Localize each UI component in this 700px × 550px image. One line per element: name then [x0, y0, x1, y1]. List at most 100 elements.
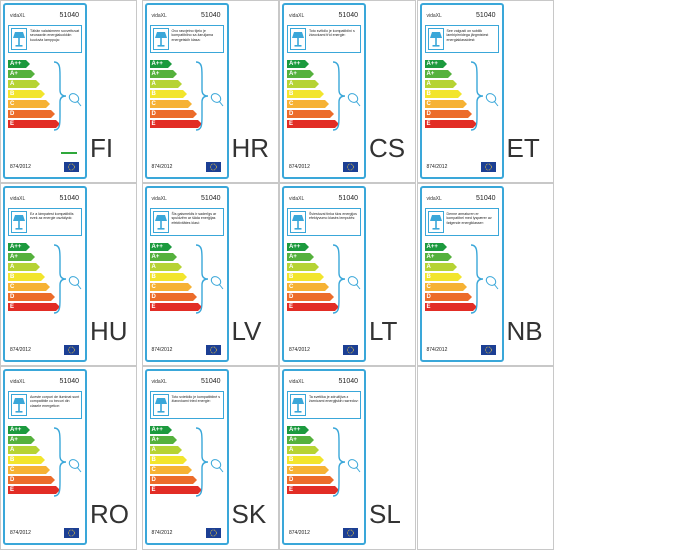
- energy-label: vidaXL 51040 Toto svietidlo je kompatibi…: [144, 369, 229, 545]
- brand-name: vidaXL: [10, 379, 26, 385]
- energy-class-bar: D: [8, 293, 55, 301]
- eu-flag-icon: [205, 162, 221, 172]
- label-cell-ro: vidaXL 51040 Aceste corpuri de iluminat …: [0, 366, 137, 550]
- energy-class-bar: A++: [8, 60, 30, 68]
- regulation-code: 874/2012: [10, 530, 31, 536]
- energy-class-bar: A: [424, 263, 457, 271]
- brand-name: vidaXL: [151, 13, 167, 19]
- energy-class-bar: E: [424, 303, 477, 311]
- model-number: 51040: [201, 378, 221, 385]
- energy-class-bar: A++: [424, 60, 447, 68]
- regulation-code: 874/2012: [10, 347, 31, 353]
- energy-class-bar: A+: [149, 70, 177, 78]
- bracket-bulb-icon: [469, 243, 501, 320]
- energy-class-bar: A: [8, 446, 40, 454]
- compatibility-text: Toto svítidlo je kompatibilní s žárovkam…: [309, 29, 355, 38]
- compatibility-text: Ez a lámpatest kompatibilis ezek az ener…: [30, 212, 74, 221]
- eu-flag-icon: [64, 528, 79, 538]
- lamp-icon: [152, 211, 169, 233]
- lamp-icon: [11, 394, 27, 416]
- energy-class-bar: A+: [287, 436, 314, 444]
- eu-flag-icon: [343, 528, 358, 538]
- energy-class-bar: A: [287, 446, 319, 454]
- energy-class-bar: A: [424, 80, 457, 88]
- bracket-bulb-icon: [331, 60, 363, 137]
- brand-name: vidaXL: [151, 196, 167, 202]
- regulation-code: 874/2012: [151, 530, 173, 536]
- energy-class-bar: E: [149, 303, 202, 311]
- energy-class-bar: B: [149, 273, 187, 281]
- model-number: 51040: [338, 378, 358, 385]
- lamp-icon: [11, 211, 27, 233]
- energy-label: vidaXL 51040 Aceste corpuri de iluminat …: [3, 369, 87, 545]
- eu-flag-icon: [343, 162, 358, 172]
- compatibility-text: See valgusti on sobilik lambipirnidega j…: [446, 29, 489, 42]
- energy-class-bar: D: [149, 293, 197, 301]
- energy-class-bar: B: [287, 90, 324, 98]
- energy-class-bar: C: [287, 100, 329, 108]
- eu-flag-icon: [205, 345, 221, 355]
- model-number: 51040: [201, 195, 221, 202]
- energy-class-bar: C: [149, 283, 192, 291]
- brand-name: vidaXL: [289, 13, 305, 19]
- label-cell-lt: vidaXL 51040 Šviestuvai tinka šios energ…: [279, 183, 416, 366]
- compatibility-text: Toto svietidlo je kompatibilné s žiarovk…: [171, 395, 221, 404]
- energy-class-bars: A++ A+ A B C D E: [424, 243, 477, 313]
- energy-class-bar: A+: [149, 436, 177, 444]
- energy-class-bar: C: [149, 466, 192, 474]
- info-box: Ez a lámpatest kompatibilis ezek az ener…: [8, 208, 82, 236]
- energy-class-bar: B: [149, 456, 187, 464]
- energy-class-bars: A++ A+ A B C D E: [149, 243, 202, 313]
- energy-class-bar: C: [149, 100, 192, 108]
- info-box: Šviestuvai tinka šios energijos efektyvu…: [287, 208, 361, 236]
- info-box: Toto svietidlo je kompatibilné s žiarovk…: [149, 391, 224, 419]
- brand-name: vidaXL: [289, 379, 305, 385]
- energy-class-bars: A++ A+ A B C D E: [8, 243, 60, 313]
- language-code: HU: [90, 316, 128, 346]
- lamp-icon: [290, 28, 306, 50]
- language-code: SL: [369, 499, 401, 529]
- language-code: CS: [369, 133, 406, 163]
- energy-class-bars: A++ A+ A B C D E: [149, 60, 202, 130]
- energy-class-bars: A++ A+ A B C D E: [287, 60, 339, 130]
- bracket-bulb-icon: [469, 60, 501, 137]
- language-code: SK: [231, 499, 267, 529]
- energy-class-bars: A++ A+ A B C D E: [8, 426, 60, 496]
- energy-label: vidaXL 51040 See valgusti on sobilik lam…: [419, 3, 504, 179]
- energy-class-bar: A+: [8, 436, 35, 444]
- lamp-icon: [290, 211, 306, 233]
- energy-class-bar: B: [8, 90, 45, 98]
- energy-class-bars: A++ A+ A B C D E: [8, 60, 60, 130]
- label-cell-hr: vidaXL 51040 Ovo rasvjetno tijelo je kom…: [141, 0, 279, 183]
- label-cell-nb: vidaXL 51040 Denne armaturen er kompatib…: [416, 183, 554, 366]
- model-number: 51040: [201, 12, 221, 19]
- energy-class-bar: D: [287, 293, 334, 301]
- energy-class-bar: D: [8, 476, 55, 484]
- label-cell-cs: vidaXL 51040 Toto svítidlo je kompatibil…: [279, 0, 416, 183]
- brand-name: vidaXL: [10, 13, 26, 19]
- brand-name: vidaXL: [426, 196, 442, 202]
- bracket-bulb-icon: [194, 426, 226, 503]
- lamp-icon: [11, 28, 27, 50]
- energy-label: vidaXL 51040 Toto svítidlo je kompatibil…: [282, 3, 366, 179]
- energy-class-bar: C: [424, 283, 467, 291]
- energy-label: vidaXL 51040 Tähän valaisimeen sovveltuv…: [3, 3, 87, 179]
- lamp-icon: [152, 28, 169, 50]
- compatibility-text: Ovo rasvjetno tijelo je kompatibilno sa …: [171, 29, 214, 42]
- eu-flag-icon: [64, 345, 79, 355]
- label-cell-hu: vidaXL 51040 Ez a lámpatest kompatibilis…: [0, 183, 137, 366]
- language-code: RO: [90, 499, 129, 529]
- info-box: Toto svítidlo je kompatibilní s žárovkam…: [287, 25, 361, 53]
- energy-class-bar: C: [8, 100, 50, 108]
- bracket-bulb-icon: [331, 426, 363, 503]
- model-number: 51040: [338, 195, 358, 202]
- energy-class-bar: E: [8, 486, 60, 494]
- energy-label: vidaXL 51040 Ovo rasvjetno tijelo je kom…: [144, 3, 229, 179]
- energy-class-bar: B: [287, 273, 324, 281]
- bracket-bulb-icon: [52, 60, 84, 137]
- energy-class-bar: A++: [287, 243, 309, 251]
- energy-class-bar: B: [8, 456, 45, 464]
- label-cell-et: vidaXL 51040 See valgusti on sobilik lam…: [416, 0, 554, 183]
- energy-class-bar: A: [287, 263, 319, 271]
- eu-flag-icon: [480, 345, 496, 355]
